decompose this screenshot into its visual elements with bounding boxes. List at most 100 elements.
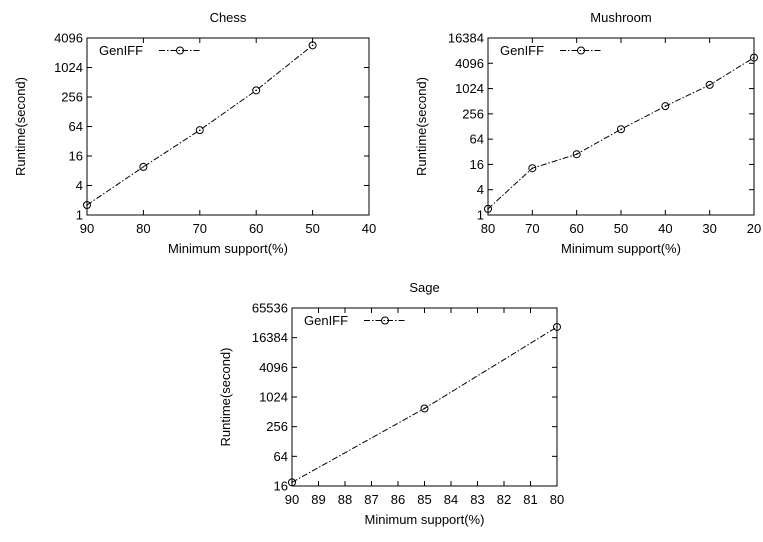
sage-x-tick-label: 84 <box>444 492 458 507</box>
sage-x-tick-label: 87 <box>364 492 378 507</box>
chess-y-tick-label: 64 <box>69 119 83 134</box>
mushroom-y-tick-label: 16384 <box>448 31 484 46</box>
mushroom-x-tick-label: 60 <box>569 221 583 236</box>
mushroom-data-point <box>705 80 714 89</box>
chess-legend-label: GenIFF <box>99 43 143 58</box>
mushroom-y-axis-label: Runtime(second) <box>414 77 429 176</box>
mushroom-data-point <box>661 102 670 111</box>
sage-data-point-center <box>423 407 426 410</box>
sage-x-tick-label: 86 <box>391 492 405 507</box>
sage-y-tick-label: 16384 <box>252 330 288 345</box>
sage-y-tick-label: 65536 <box>252 301 288 316</box>
mushroom-data-point-center <box>664 105 667 107</box>
chess-y-tick-label: 4096 <box>54 31 83 46</box>
chess-y-axis-label: Runtime(second) <box>13 77 28 176</box>
mushroom-data-point <box>528 164 537 173</box>
mushroom-x-tick-label: 40 <box>658 221 672 236</box>
mushroom-data-point-center <box>487 208 489 210</box>
mushroom-x-tick-label: 30 <box>702 221 716 236</box>
chess-x-tick-label: 80 <box>136 221 150 236</box>
mushroom-y-tick-label: 1024 <box>455 81 484 96</box>
chess-series-line <box>86 44 313 206</box>
sage-x-tick-label: 85 <box>417 492 431 507</box>
mushroom-data-point <box>572 150 581 159</box>
sage-data-point <box>288 478 296 487</box>
chess-data-point-center <box>142 166 145 168</box>
mushroom-data-point <box>617 125 625 134</box>
chess-data-point <box>83 200 91 209</box>
sage-y-tick-label: 1024 <box>259 390 288 405</box>
chess-data-point-center <box>86 204 88 206</box>
sage-title: Sage <box>409 280 439 295</box>
chess-data-point <box>139 162 148 171</box>
mushroom-x-tick-label: 80 <box>481 221 495 236</box>
chess-y-tick-label: 1 <box>76 208 83 223</box>
mushroom-x-tick-label: 50 <box>614 221 628 236</box>
mushroom-x-tick-label: 70 <box>525 221 539 236</box>
mushroom-title: Mushroom <box>590 10 651 25</box>
chess-plot-frame <box>86 37 370 216</box>
sage-y-tick-label: 64 <box>274 449 288 464</box>
mushroom-data-point <box>750 53 758 62</box>
mushroom-legend-marker <box>577 46 585 55</box>
chess-x-tick-label: 60 <box>249 221 263 236</box>
mushroom-data-point-center <box>708 84 711 86</box>
mushroom-data-point-center <box>531 167 534 170</box>
chess-y-tick-label: 1024 <box>54 60 83 75</box>
sage-y-tick-label: 256 <box>266 419 288 434</box>
chess-data-point-center <box>255 89 257 92</box>
chess-x-tick-label: 40 <box>362 221 376 236</box>
mushroom-data-point-center <box>575 153 578 156</box>
chess-x-tick-label: 70 <box>193 221 207 236</box>
chess-data-point-center <box>199 129 201 131</box>
sage-x-tick-label: 90 <box>285 492 299 507</box>
chess-y-tick-label: 4 <box>76 178 83 193</box>
chess-legend-marker <box>176 46 184 55</box>
chess-y-tick-label: 16 <box>69 149 83 164</box>
chess-title: Chess <box>210 10 247 25</box>
mushroom-chart: Mushroom 80 70 60 50 40 30 20 1 4 16 64 256 1024 4096 1… <box>414 10 761 256</box>
sage-y-axis-label: Runtime(second) <box>218 348 233 447</box>
sage-legend-marker <box>381 316 389 325</box>
chess-x-axis-label: Minimum support(%) <box>168 241 288 256</box>
sage-x-tick-label: 83 <box>470 492 484 507</box>
sage-data-point-center <box>291 481 293 484</box>
sage-y-tick-label: 4096 <box>259 360 288 375</box>
chess-data-point-center <box>311 44 314 47</box>
chess-data-point <box>195 126 204 135</box>
mushroom-data-point-center <box>753 56 755 59</box>
mushroom-y-tick-label: 4096 <box>455 56 484 71</box>
sage-plot-frame <box>291 307 558 487</box>
mushroom-data-point <box>484 204 492 213</box>
sage-x-tick-label: 89 <box>311 492 325 507</box>
mushroom-data-point-center <box>620 128 622 131</box>
mushroom-legend-label: GenIFF <box>500 43 544 58</box>
chess-data-point <box>252 86 261 95</box>
sage-data-point <box>420 404 429 413</box>
sage-x-tick-label: 88 <box>338 492 352 507</box>
chess-x-tick-label: 90 <box>80 221 94 236</box>
mushroom-y-tick-label: 16 <box>470 157 484 172</box>
chess-data-point <box>308 41 317 50</box>
mushroom-x-tick-label: 20 <box>747 221 761 236</box>
mushroom-plot-frame <box>487 37 755 216</box>
mushroom-y-tick-label: 1 <box>477 208 484 223</box>
mushroom-x-axis-label: Minimum support(%) <box>561 241 681 256</box>
sage-x-tick-label: 82 <box>497 492 511 507</box>
sage-x-tick-label: 80 <box>550 492 564 507</box>
sage-x-tick-label: 81 <box>523 492 537 507</box>
mushroom-y-tick-label: 4 <box>477 182 484 197</box>
chess-chart: Chess 90 80 70 60 50 40 1 4 16 64 256 1024 4096 Minimu… <box>13 10 376 256</box>
sage-y-tick-label: 16 <box>274 479 288 494</box>
sage-data-point-center <box>556 326 558 328</box>
chess-y-tick-label: 256 <box>61 90 83 105</box>
sage-x-axis-label: Minimum support(%) <box>365 512 485 527</box>
mushroom-y-tick-label: 256 <box>462 106 484 121</box>
sage-data-point <box>553 322 561 331</box>
chess-x-tick-label: 50 <box>305 221 319 236</box>
sage-chart: Sage 90 89 88 87 86 85 84 83 82 81 80 16 64 256 1024 409… <box>218 280 564 527</box>
mushroom-y-tick-label: 64 <box>470 132 484 147</box>
sage-legend-label: GenIFF <box>304 313 348 328</box>
